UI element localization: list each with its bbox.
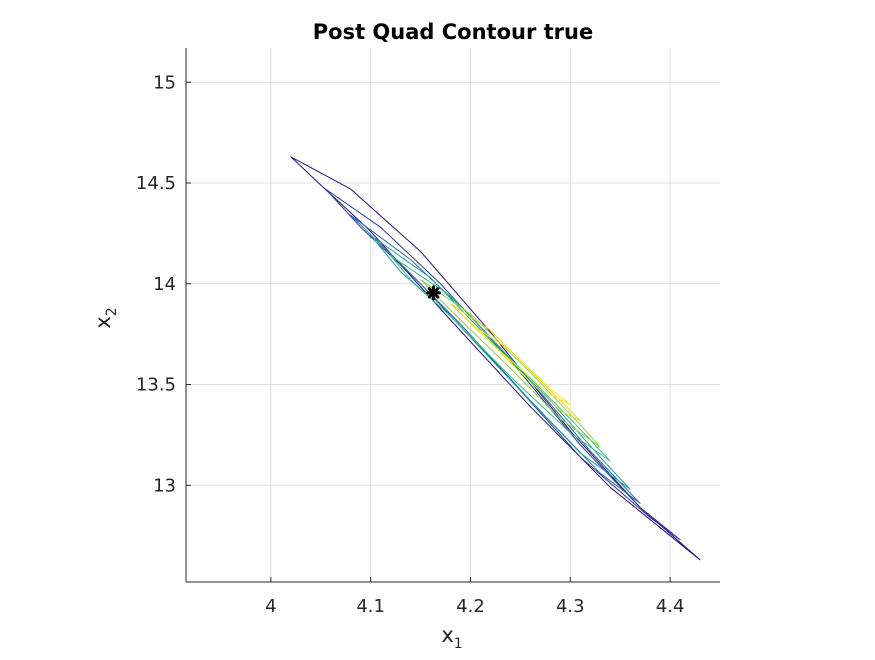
x-tick-label: 4.4: [656, 596, 685, 617]
contour-level-8: [470, 323, 571, 406]
x-tick-label: 4.3: [556, 596, 585, 617]
axes: [185, 48, 720, 583]
x-axis-label: x1: [441, 623, 462, 652]
y-tick-label: 15: [153, 72, 176, 93]
marker-center: [430, 289, 438, 297]
contour-level-3: [350, 214, 641, 504]
tick-labels: 4 4.1 4.2 4.3 4.4 13 13.5 14 14.5 15: [136, 72, 684, 617]
contour-level-6: [420, 279, 601, 448]
contour-lines: [290, 156, 701, 561]
optimum-marker: [426, 285, 442, 301]
plot-area: [186, 48, 720, 582]
y-axis-label-subscript: 2: [104, 307, 120, 316]
y-tick-label: 14.5: [136, 173, 176, 194]
y-tick-label: 13: [153, 475, 176, 496]
x-tick-label: 4.2: [456, 596, 485, 617]
contour-level-1: [290, 156, 701, 561]
grid: [186, 48, 720, 582]
chart-title: Post Quad Contour true: [313, 20, 593, 44]
x-axis-label-subscript: 1: [454, 636, 463, 652]
y-tick-label: 14: [153, 274, 176, 295]
y-tick-label: 13.5: [136, 375, 176, 396]
y-axis-label: x2: [91, 307, 120, 328]
y-axis-label-main: x: [91, 316, 115, 328]
x-axis-label-main: x: [441, 623, 453, 647]
x-tick-label: 4: [265, 596, 276, 617]
x-tick-label: 4.1: [356, 596, 385, 617]
